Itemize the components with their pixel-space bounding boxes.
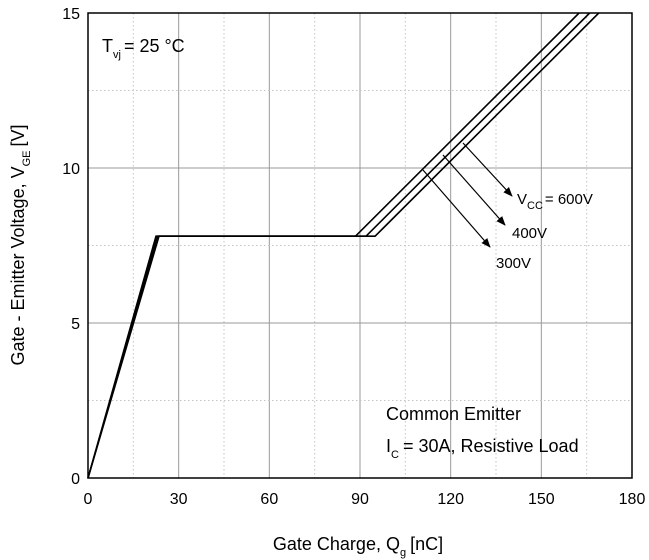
x-axis-title: Gate Charge, Qg [nC] bbox=[273, 534, 443, 559]
y-tick-label: 0 bbox=[71, 471, 80, 488]
common-emitter-label: Common Emitter bbox=[386, 404, 521, 424]
ic-annotation: IC = 30A, Resistive Load bbox=[386, 436, 579, 461]
series-line-300v bbox=[87, 12, 600, 479]
x-tick-label: 60 bbox=[260, 491, 278, 508]
series-lines bbox=[87, 12, 600, 479]
x-tick-label: 90 bbox=[351, 491, 369, 508]
x-tick-label: 180 bbox=[619, 491, 646, 508]
y-axis-title: Gate - Emitter Voltage, VGE[V] bbox=[8, 124, 33, 365]
y-tick-label: 15 bbox=[62, 6, 80, 23]
arrow-300v bbox=[422, 169, 491, 248]
y-tick-label: 10 bbox=[62, 161, 80, 178]
arrows bbox=[422, 142, 513, 248]
label-400v: 400V bbox=[512, 225, 547, 242]
plot-frame bbox=[87, 12, 633, 479]
x-tick-label: 30 bbox=[170, 491, 188, 508]
axis-ticks: 0 30 60 90 120 150 180 0 5 10 15 bbox=[62, 6, 645, 508]
x-tick-label: 150 bbox=[528, 491, 555, 508]
grid bbox=[88, 13, 632, 478]
arrow-600v bbox=[462, 142, 513, 197]
label-300v: 300V bbox=[496, 255, 531, 272]
tvj-annotation: Tvj = 25 °C bbox=[102, 36, 185, 61]
arrow-400v bbox=[442, 154, 506, 226]
label-vcc-600v: VCC = 600V bbox=[517, 191, 593, 212]
y-tick-label: 5 bbox=[71, 316, 80, 333]
x-tick-label: 0 bbox=[84, 491, 93, 508]
x-tick-label: 120 bbox=[437, 491, 464, 508]
